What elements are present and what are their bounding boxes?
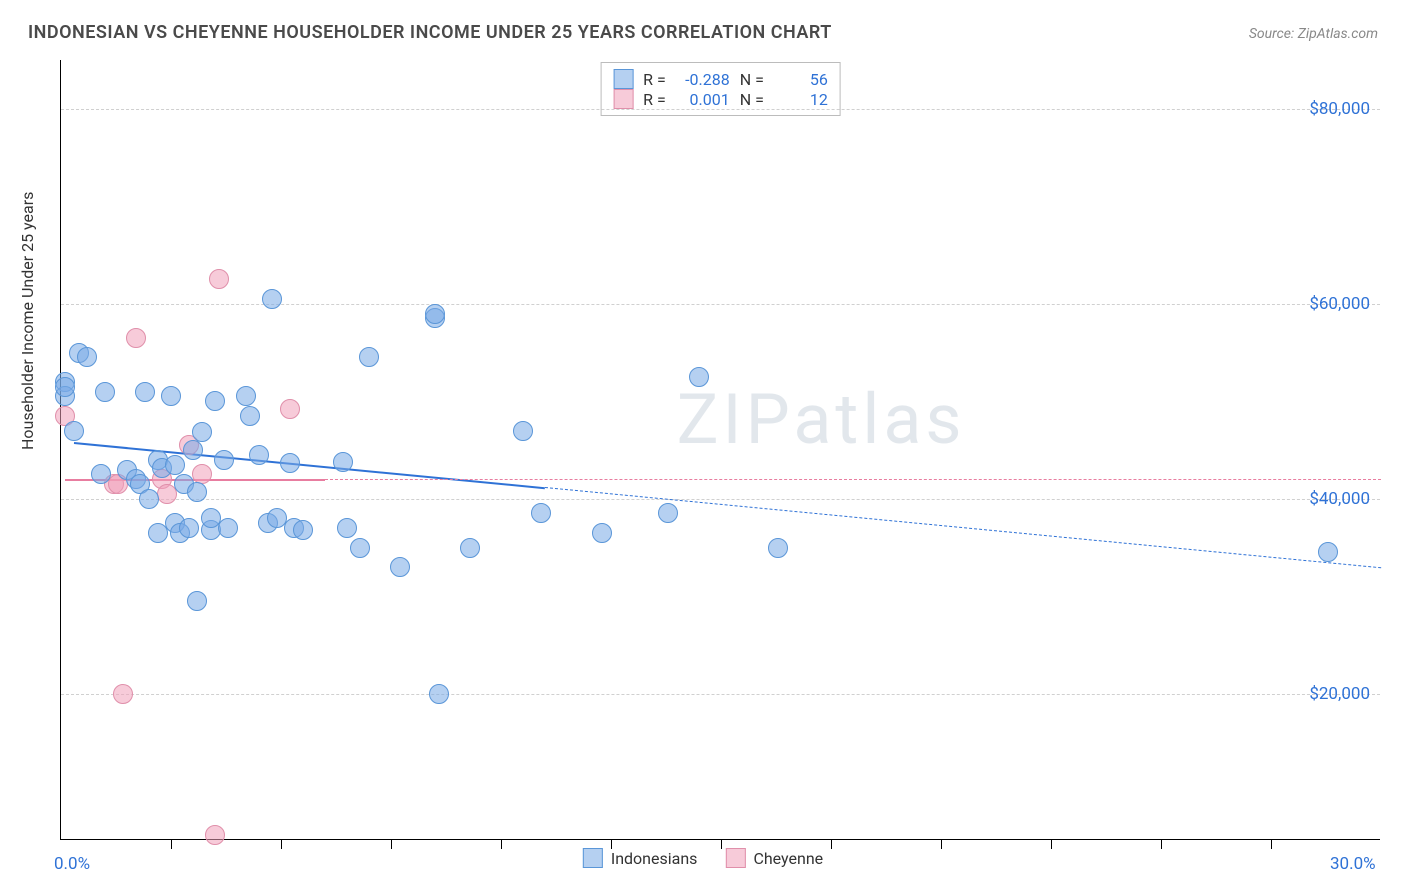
gridline <box>61 109 1380 110</box>
y-tick-label: $20,000 <box>1309 684 1370 704</box>
y-tick-label: $60,000 <box>1309 294 1370 314</box>
watermark: ZIPatlas <box>677 379 966 461</box>
trend-line <box>325 479 1381 480</box>
x-axis-max-label: 30.0% <box>1330 854 1376 874</box>
gridline <box>61 694 1380 695</box>
scatter-point <box>280 399 300 419</box>
gridline <box>61 499 1380 500</box>
scatter-point <box>218 518 238 538</box>
swatch-cheyenne-icon <box>725 848 745 868</box>
scatter-point <box>293 520 313 540</box>
scatter-point <box>126 328 146 348</box>
stats-row-indonesians: R = -0.288 N = 56 <box>613 69 828 89</box>
x-tick <box>941 839 942 849</box>
scatter-chart: ZIPatlas R = -0.288 N = 56 R = 0.001 N =… <box>60 60 1380 840</box>
scatter-point <box>139 489 159 509</box>
stat-label-n: N = <box>740 90 764 109</box>
legend-label-cheyenne: Cheyenne <box>753 849 823 868</box>
scatter-point <box>359 347 379 367</box>
scatter-point <box>429 684 449 704</box>
x-tick <box>1161 839 1162 849</box>
y-axis-label: Householder Income Under 25 years <box>18 192 37 450</box>
scatter-point <box>337 518 357 538</box>
legend-item-indonesians: Indonesians <box>583 848 698 868</box>
scatter-point <box>64 421 84 441</box>
scatter-point <box>179 518 199 538</box>
scatter-point <box>658 503 678 523</box>
source-label: Source: ZipAtlas.com <box>1249 26 1378 42</box>
stat-label-r: R = <box>643 90 666 109</box>
scatter-point <box>187 591 207 611</box>
scatter-point <box>513 421 533 441</box>
series-legend: Indonesians Cheyenne <box>583 848 823 868</box>
stat-value-r-indonesians: -0.288 <box>676 70 730 89</box>
x-tick <box>1051 839 1052 849</box>
scatter-point <box>135 382 155 402</box>
x-tick <box>171 839 172 849</box>
x-tick <box>831 839 832 849</box>
scatter-point <box>187 482 207 502</box>
scatter-point <box>280 453 300 473</box>
swatch-indonesians-icon <box>613 69 633 89</box>
stat-value-n-cheyenne: 12 <box>774 90 828 109</box>
scatter-point <box>333 452 353 472</box>
y-tick-label: $80,000 <box>1309 99 1370 119</box>
y-tick-label: $40,000 <box>1309 489 1370 509</box>
x-axis-min-label: 0.0% <box>54 854 90 874</box>
x-tick <box>391 839 392 849</box>
scatter-point <box>768 538 788 558</box>
scatter-point <box>192 422 212 442</box>
stat-value-r-cheyenne: 0.001 <box>676 90 730 109</box>
scatter-point <box>390 557 410 577</box>
stat-label-n: N = <box>740 70 764 89</box>
scatter-point <box>209 269 229 289</box>
scatter-point <box>240 406 260 426</box>
scatter-point <box>91 464 111 484</box>
legend-item-cheyenne: Cheyenne <box>725 848 823 868</box>
x-tick <box>501 839 502 849</box>
swatch-indonesians-icon <box>583 848 603 868</box>
swatch-cheyenne-icon <box>613 89 633 109</box>
scatter-point <box>113 684 133 704</box>
scatter-point <box>214 450 234 470</box>
scatter-point <box>1318 542 1338 562</box>
scatter-point <box>350 538 370 558</box>
scatter-point <box>425 304 445 324</box>
x-tick <box>1271 839 1272 849</box>
scatter-point <box>249 445 269 465</box>
scatter-point <box>95 382 115 402</box>
scatter-point <box>531 503 551 523</box>
scatter-point <box>183 440 203 460</box>
scatter-point <box>236 386 256 406</box>
scatter-point <box>55 377 75 397</box>
stats-row-cheyenne: R = 0.001 N = 12 <box>613 89 828 109</box>
legend-label-indonesians: Indonesians <box>611 849 698 868</box>
stat-label-r: R = <box>643 70 666 89</box>
chart-title: INDONESIAN VS CHEYENNE HOUSEHOLDER INCOM… <box>28 22 832 43</box>
scatter-point <box>262 289 282 309</box>
scatter-point <box>592 523 612 543</box>
stat-value-n-indonesians: 56 <box>774 70 828 89</box>
scatter-point <box>689 367 709 387</box>
scatter-point <box>205 825 225 845</box>
scatter-point <box>460 538 480 558</box>
gridline <box>61 304 1380 305</box>
scatter-point <box>77 347 97 367</box>
scatter-point <box>205 391 225 411</box>
x-tick <box>281 839 282 849</box>
scatter-point <box>165 455 185 475</box>
scatter-point <box>161 386 181 406</box>
